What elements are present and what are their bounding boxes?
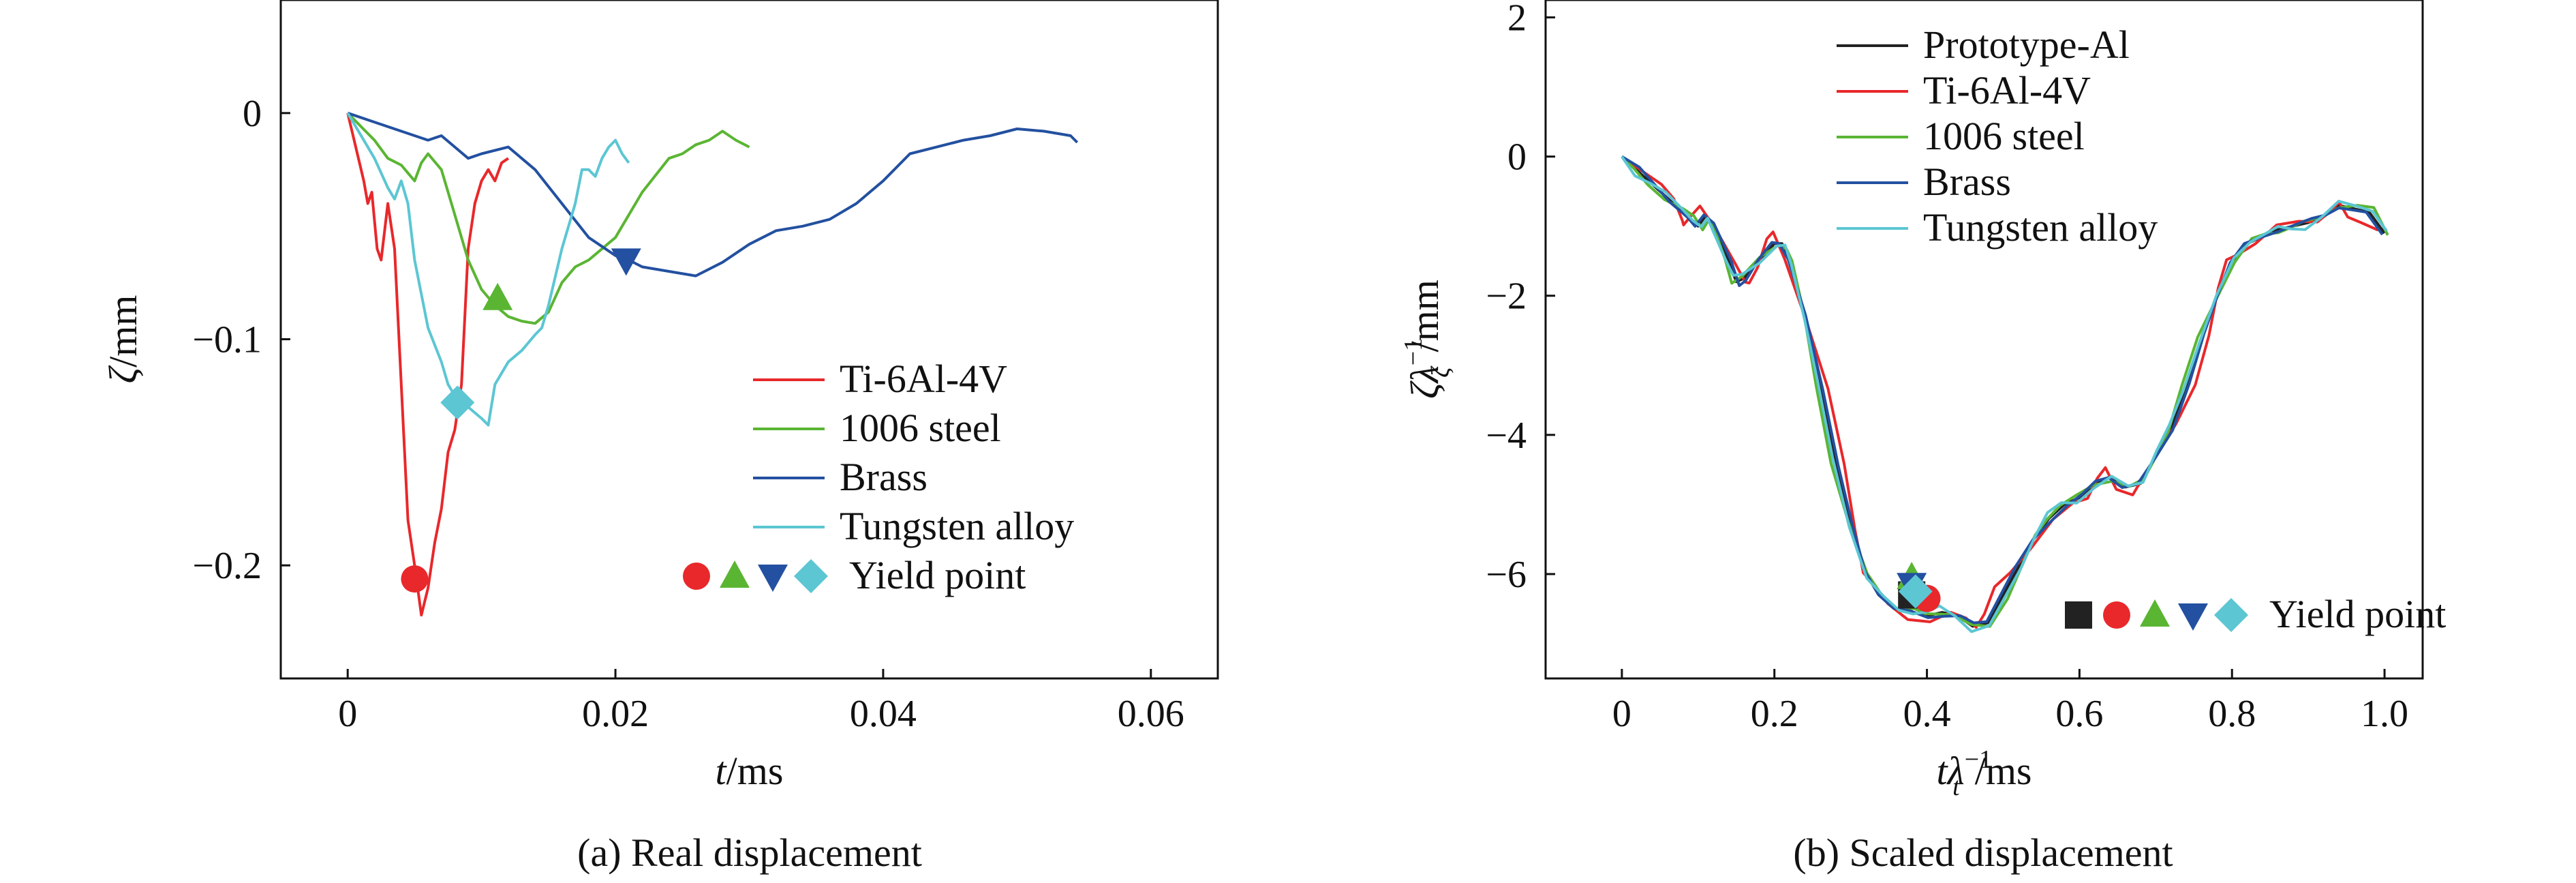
- x-tick-label: 1.0: [2361, 693, 2408, 735]
- legend-yield-marker: [2103, 601, 2130, 629]
- x-axis-label: tλ−1 t/ms: [1936, 745, 2031, 801]
- legend-yield-marker: [2214, 598, 2248, 632]
- x-tick-label: 0.4: [1903, 693, 1951, 735]
- y-tick-label: 0: [1507, 136, 1527, 179]
- chart-panel-b: 0 0.2 0.4 0.6 0.8 1.0 2 0 −2 −4 −6 tλ−1 t/ms ζλ−1ζ/mm…: [1399, 0, 2446, 875]
- series-group: [346, 111, 1079, 617]
- series-line-brass: [347, 111, 1079, 278]
- legend: Ti-6Al-4V 1006 steel Brass Tungsten alloy Yi…: [683, 357, 1074, 597]
- legend-yield-marker: [2178, 603, 2208, 631]
- yield-marker-ti-6al-4v: [401, 565, 429, 593]
- series-line-tungsten-alloy: [1621, 155, 2388, 633]
- x-tick-label: 0.2: [1751, 693, 1798, 735]
- legend-label-prototype-al: Prototype-Al: [1923, 23, 2130, 67]
- x-tick-label: 0: [338, 693, 357, 735]
- y-axis-label: ζ/mm: [101, 295, 145, 384]
- y-tick-label: 2: [1507, 0, 1527, 40]
- x-tick-label: 0: [1612, 693, 1631, 735]
- legend-yield-marker: [720, 560, 750, 588]
- y-tick-label: −0.1: [192, 319, 262, 361]
- legend-label-brass: Brass: [1923, 160, 2011, 204]
- series-line-1006-steel: [346, 112, 750, 325]
- y-tick-label: −0.2: [192, 545, 262, 587]
- legend-label-tungsten-alloy: Tungsten alloy: [1923, 205, 2158, 250]
- y-tick-label: −6: [1486, 554, 1527, 596]
- series-group: [1621, 155, 2389, 633]
- legend-label-1006-steel: 1006 steel: [840, 406, 1001, 450]
- legend-yield-marker: [2140, 599, 2170, 627]
- x-tick-label: 0.04: [850, 693, 917, 735]
- figure-caption: (b) Scaled displacement: [1793, 830, 2173, 875]
- x-axis-label: t/ms: [716, 749, 784, 793]
- y-axis-label: ζλ−1ζ/mm: [1399, 280, 1455, 399]
- x-tick-label: 0.06: [1118, 693, 1184, 735]
- yield-marker-tungsten-alloy: [1898, 574, 1933, 609]
- legend-yield-label: Yield point: [849, 553, 1026, 597]
- legend-label-ti-6al-4v: Ti-6Al-4V: [840, 357, 1007, 401]
- yield-marker-1006-steel: [482, 282, 513, 310]
- series-line-tungsten-alloy: [346, 112, 630, 427]
- legend-yield-label: Yield point: [2269, 592, 2446, 636]
- series-line-ti-6al-4v: [346, 113, 510, 617]
- legend-label-tungsten-alloy: Tungsten alloy: [840, 504, 1074, 548]
- yield-marker-brass: [611, 248, 641, 276]
- y-tick-label: −4: [1486, 415, 1527, 457]
- plot-frame: [1544, 0, 2424, 680]
- figure-caption: (a) Real displacement: [577, 830, 922, 875]
- yield-marker-tungsten-alloy: [440, 385, 475, 420]
- x-tick-label: 0.8: [2208, 693, 2256, 735]
- legend-label-1006-steel: 1006 steel: [1923, 114, 2085, 158]
- y-tick-label: −2: [1486, 275, 1527, 318]
- legend-yield-marker: [2065, 601, 2092, 629]
- x-tick-label: 0.02: [582, 693, 649, 735]
- legend-label-brass: Brass: [840, 455, 927, 499]
- y-tick-label: 0: [243, 93, 262, 135]
- legend-yield-marker: [683, 563, 710, 590]
- legend-label-ti-6al-4v: Ti-6Al-4V: [1923, 68, 2091, 113]
- x-tick-label: 0.6: [2055, 693, 2103, 735]
- series-line-brass: [1621, 155, 2384, 625]
- chart-panel-a: 0 0.02 0.04 0.06 0 −0.1 −0.2 t/ms ζ/mm (a) Real d…: [101, 0, 1219, 875]
- legend-yield-marker: [794, 559, 828, 593]
- legend-yield-marker: [758, 565, 788, 592]
